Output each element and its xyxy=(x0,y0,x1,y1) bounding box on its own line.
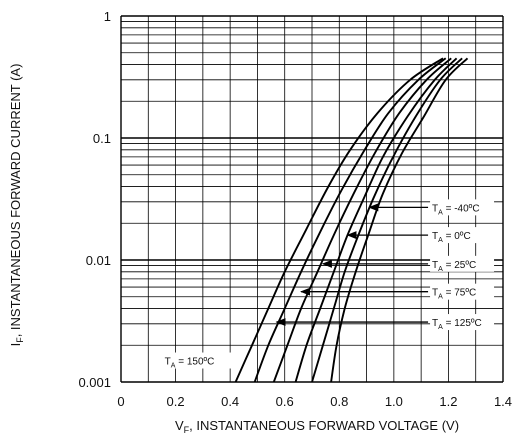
x-tick-label: 0.8 xyxy=(330,394,348,409)
series-curves xyxy=(234,57,469,383)
annotation-label-backing xyxy=(430,255,495,272)
series-curve xyxy=(330,57,469,383)
annotation-label-backing xyxy=(430,227,495,244)
series-annotations: TA = -40ºC TA = 0ºC TA = 25ºC TA = 75ºC TA =… xyxy=(162,199,495,370)
tick-labels: 0 0.2 0.4 0.6 0.8 1.0 1.2 1.4 0.001 0.01 0.1 1 xyxy=(78,9,512,409)
series-curve xyxy=(272,57,452,383)
x-tick-label: 1.0 xyxy=(385,394,403,409)
series-label: TA = 75ºC xyxy=(432,288,476,301)
series-label: TA = -40ºC xyxy=(432,203,480,216)
x-tick-label: 1.2 xyxy=(439,394,457,409)
y-tick-label: 0.01 xyxy=(86,253,111,268)
x-tick-label: 0.6 xyxy=(276,394,294,409)
y-tick-label: 0.1 xyxy=(93,131,111,146)
annotation-label-backing xyxy=(430,314,495,331)
x-axis-label: VF, INSTANTANEOUS FORWARD VOLTAGE (V) xyxy=(175,418,459,435)
series-curve xyxy=(311,57,463,383)
series-label: TA = 150ºC xyxy=(165,357,215,370)
y-axis-label: IF, INSTANTANEOUS FORWARD CURRENT (A) xyxy=(8,64,25,347)
x-tick-label: 0.2 xyxy=(167,394,185,409)
annotation-label-backing xyxy=(430,283,495,300)
series-label: TA = 125ºC xyxy=(432,318,482,331)
series-label: TA = 25ºC xyxy=(432,260,476,273)
x-tick-label: 1.4 xyxy=(494,394,512,409)
annotation-label-backing xyxy=(430,199,495,216)
series-curve xyxy=(294,57,458,383)
x-tick-label: 0 xyxy=(117,394,124,409)
series-curve xyxy=(234,57,444,383)
series-label: TA = 0ºC xyxy=(432,231,471,244)
series-curve xyxy=(253,57,447,383)
y-tick-label: 1 xyxy=(104,9,111,24)
x-tick-label: 0.4 xyxy=(221,394,239,409)
annotation-label-backing xyxy=(162,352,235,369)
y-tick-label: 0.001 xyxy=(78,375,111,390)
